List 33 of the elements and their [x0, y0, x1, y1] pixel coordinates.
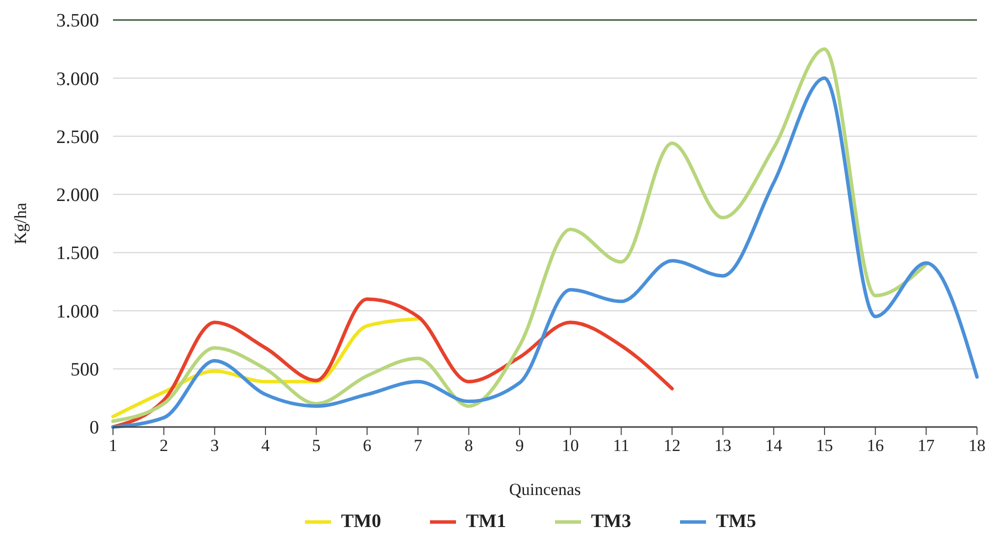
x-tick-label: 1: [108, 436, 118, 455]
x-tick-label: 11: [613, 436, 630, 455]
legend-label: TM0: [341, 511, 382, 532]
y-tick-label: 3.500: [56, 10, 99, 32]
x-tick-label: 12: [664, 436, 681, 455]
x-tick-label: 18: [968, 436, 986, 455]
x-tick-label: 3: [210, 436, 219, 455]
x-tick-label: 15: [816, 436, 834, 455]
x-tick-label: 17: [918, 436, 936, 455]
y-tick-label: 1.500: [56, 243, 99, 264]
legend-label: TM3: [591, 511, 632, 532]
x-tick-label: 8: [464, 436, 474, 455]
line-series: [111, 297, 674, 429]
x-tick-label: 5: [312, 436, 321, 455]
x-tick-label: 7: [414, 436, 423, 455]
x-tick-label: 16: [866, 436, 884, 455]
x-tick-label: 14: [765, 436, 783, 455]
x-tick-label: 13: [714, 436, 732, 455]
y-tick-label: 3.000: [56, 68, 99, 90]
x-tick-label: 6: [362, 436, 372, 455]
legend-label: TM1: [466, 511, 506, 532]
x-tick-label: 2: [160, 436, 168, 455]
y-tick-label: 1.000: [56, 301, 99, 322]
y-tick-label: 500: [70, 360, 99, 381]
legend-label: TM5: [716, 511, 756, 532]
x-axis-title: Quincenas: [509, 480, 581, 499]
y-tick-label: 2.500: [56, 126, 99, 148]
y-axis-title: Kg/ha: [11, 202, 30, 244]
y-tick-label: 2.000: [56, 185, 99, 206]
x-tick-label: 9: [515, 436, 524, 455]
x-tick-label: 4: [261, 436, 270, 455]
x-tick-label: 10: [562, 436, 579, 455]
y-tick-label: 0: [90, 418, 99, 439]
